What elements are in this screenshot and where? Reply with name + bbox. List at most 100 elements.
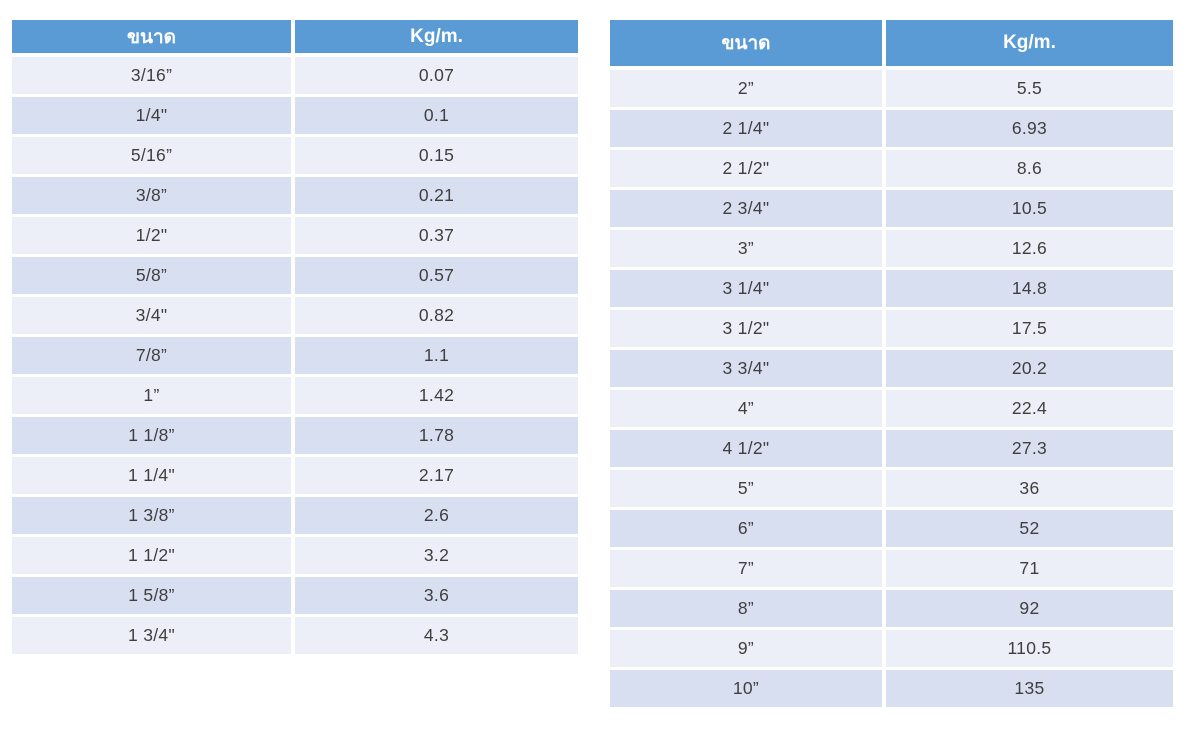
column-header-kgm: Kg/m. <box>291 20 578 57</box>
size-cell: 3 1/4" <box>610 270 882 310</box>
kgm-cell: 1.1 <box>291 337 578 377</box>
table-row: 5/16” 0.15 <box>12 137 578 177</box>
kgm-cell: 12.6 <box>881 230 1173 270</box>
kgm-cell: 1.78 <box>291 417 578 457</box>
kgm-cell: 2.6 <box>291 497 578 537</box>
table-body: 3/16” 0.07 1/4" 0.1 5/16” 0.15 3/8” 0.21 1/2" 0.3… <box>12 57 578 657</box>
table-row: 4 1/2" 27.3 <box>610 430 1173 470</box>
table-row: 7” 71 <box>610 550 1173 590</box>
table-row: 1 1/4" 2.17 <box>12 457 578 497</box>
table-row: 10” 135 <box>610 670 1173 710</box>
header-row: ขนาด Kg/m. <box>610 20 1173 70</box>
size-cell: 2 1/2" <box>610 150 882 190</box>
table-row: 2 1/2" 8.6 <box>610 150 1173 190</box>
kgm-cell: 17.5 <box>881 310 1173 350</box>
size-cell: 2 3/4" <box>610 190 882 230</box>
table-row: 7/8” 1.1 <box>12 337 578 377</box>
kgm-cell: 22.4 <box>881 390 1173 430</box>
table-row: 5/8” 0.57 <box>12 257 578 297</box>
size-cell: 3 1/2" <box>610 310 882 350</box>
size-cell: 2” <box>610 70 882 110</box>
table-row: 3/4" 0.82 <box>12 297 578 337</box>
table-row: 3/8” 0.21 <box>12 177 578 217</box>
kgm-cell: 10.5 <box>881 190 1173 230</box>
kgm-cell: 0.1 <box>291 97 578 137</box>
kgm-cell: 0.57 <box>291 257 578 297</box>
size-cell: 3/16” <box>12 57 292 97</box>
size-cell: 4 1/2" <box>610 430 882 470</box>
kgm-cell: 2.17 <box>291 457 578 497</box>
size-cell: 1” <box>12 377 292 417</box>
kgm-cell: 1.42 <box>291 377 578 417</box>
size-cell: 3/8” <box>12 177 292 217</box>
table-body: 2” 5.5 2 1/4" 6.93 2 1/2" 8.6 2 3/4" 10.5 3” 12.6… <box>610 70 1173 710</box>
size-cell: 9” <box>610 630 882 670</box>
size-cell: 5/8” <box>12 257 292 297</box>
table-row: 1” 1.42 <box>12 377 578 417</box>
kgm-cell: 0.15 <box>291 137 578 177</box>
size-cell: 1 1/4" <box>12 457 292 497</box>
table-row: 3/16” 0.07 <box>12 57 578 97</box>
kgm-cell: 4.3 <box>291 617 578 657</box>
table-row: 1 1/2" 3.2 <box>12 537 578 577</box>
table-row: 6” 52 <box>610 510 1173 550</box>
size-cell: 4” <box>610 390 882 430</box>
table-header: ขนาด Kg/m. <box>610 20 1173 70</box>
kgm-cell: 27.3 <box>881 430 1173 470</box>
table-row: 3 1/4" 14.8 <box>610 270 1173 310</box>
kgm-cell: 6.93 <box>881 110 1173 150</box>
size-weight-table-right: ขนาด Kg/m. 2” 5.5 2 1/4" 6.93 2 1/2" 8.6 2 3/4… <box>610 20 1173 710</box>
kgm-cell: 110.5 <box>881 630 1173 670</box>
table-row: 9” 110.5 <box>610 630 1173 670</box>
size-cell: 1 1/2" <box>12 537 292 577</box>
size-weight-table-left: ขนาด Kg/m. 3/16” 0.07 1/4" 0.1 5/16” 0.15 3/8”… <box>12 20 578 657</box>
table-row: 2 3/4" 10.5 <box>610 190 1173 230</box>
size-cell: 3 3/4" <box>610 350 882 390</box>
kgm-cell: 135 <box>881 670 1173 710</box>
kgm-cell: 71 <box>881 550 1173 590</box>
size-cell: 1/2" <box>12 217 292 257</box>
kgm-cell: 8.6 <box>881 150 1173 190</box>
size-cell: 3/4" <box>12 297 292 337</box>
size-cell: 5” <box>610 470 882 510</box>
size-cell: 1/4" <box>12 97 292 137</box>
size-cell: 1 3/8” <box>12 497 292 537</box>
kgm-cell: 3.6 <box>291 577 578 617</box>
table-row: 1/2" 0.37 <box>12 217 578 257</box>
table-row: 1/4" 0.1 <box>12 97 578 137</box>
table-row: 2” 5.5 <box>610 70 1173 110</box>
size-cell: 1 3/4" <box>12 617 292 657</box>
kgm-cell: 52 <box>881 510 1173 550</box>
header-row: ขนาด Kg/m. <box>12 20 578 57</box>
kgm-cell: 36 <box>881 470 1173 510</box>
table-row: 4” 22.4 <box>610 390 1173 430</box>
table-row: 5” 36 <box>610 470 1173 510</box>
size-cell: 6” <box>610 510 882 550</box>
size-cell: 5/16” <box>12 137 292 177</box>
kgm-cell: 0.21 <box>291 177 578 217</box>
kgm-cell: 14.8 <box>881 270 1173 310</box>
size-cell: 8” <box>610 590 882 630</box>
table-row: 1 1/8” 1.78 <box>12 417 578 457</box>
table-row: 2 1/4" 6.93 <box>610 110 1173 150</box>
kgm-cell: 3.2 <box>291 537 578 577</box>
size-cell: 10” <box>610 670 882 710</box>
table-row: 1 5/8” 3.6 <box>12 577 578 617</box>
column-header-size: ขนาด <box>12 20 292 57</box>
column-header-kgm: Kg/m. <box>881 20 1173 70</box>
size-cell: 7” <box>610 550 882 590</box>
size-cell: 1 1/8” <box>12 417 292 457</box>
kgm-cell: 0.37 <box>291 217 578 257</box>
table-row: 1 3/4" 4.3 <box>12 617 578 657</box>
size-cell: 1 5/8” <box>12 577 292 617</box>
kgm-cell: 5.5 <box>881 70 1173 110</box>
kgm-cell: 0.07 <box>291 57 578 97</box>
table-row: 3” 12.6 <box>610 230 1173 270</box>
column-header-size: ขนาด <box>610 20 882 70</box>
size-cell: 7/8” <box>12 337 292 377</box>
table-row: 3 3/4" 20.2 <box>610 350 1173 390</box>
table-row: 3 1/2" 17.5 <box>610 310 1173 350</box>
table-header: ขนาด Kg/m. <box>12 20 578 57</box>
size-cell: 3” <box>610 230 882 270</box>
kgm-cell: 20.2 <box>881 350 1173 390</box>
